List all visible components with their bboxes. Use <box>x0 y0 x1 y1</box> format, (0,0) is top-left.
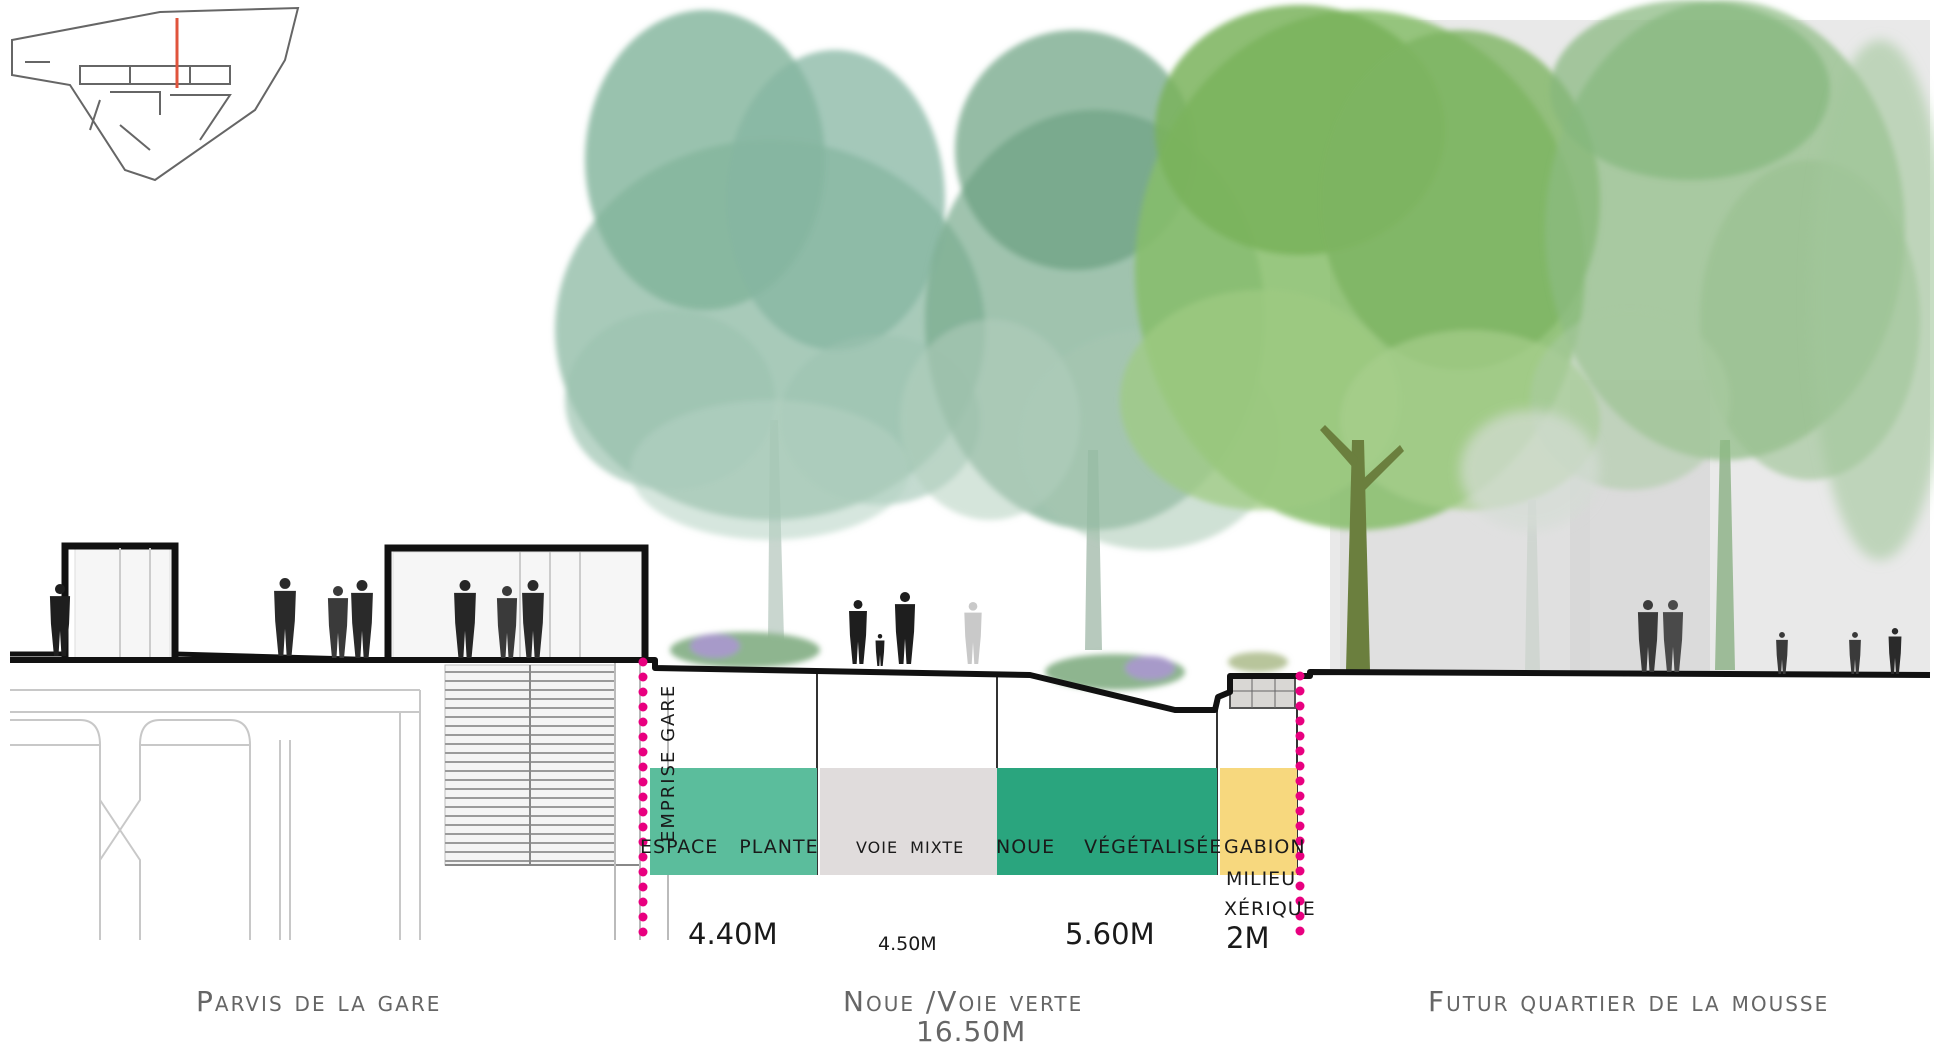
measure-noue-vegetalisee: 5.60M <box>1065 917 1155 951</box>
band-gabion <box>1220 768 1297 875</box>
limit-dot <box>1295 896 1305 906</box>
limit-dot <box>1295 761 1305 771</box>
person-silhouette <box>454 580 476 658</box>
limit-dot <box>638 822 648 832</box>
limit-dots-right <box>1295 671 1305 936</box>
limit-dot <box>638 867 648 877</box>
child-silhouette <box>1776 632 1788 674</box>
person-silhouette <box>849 600 867 664</box>
limit-dot <box>638 897 648 907</box>
limit-dot <box>638 777 648 787</box>
person-silhouette <box>1637 600 1659 672</box>
person-silhouette <box>1662 600 1684 672</box>
measure-espace-plante: 4.40M <box>688 917 778 951</box>
person-silhouette <box>522 580 544 658</box>
pavilion-left <box>61 542 179 660</box>
limit-dot <box>638 687 648 697</box>
band-noue-vegetalisee <box>997 768 1217 875</box>
limit-dot <box>1295 776 1305 786</box>
child-silhouette <box>1849 632 1861 674</box>
limit-dot <box>1295 821 1305 831</box>
limit-dot <box>1295 671 1305 681</box>
limit-dot <box>1295 716 1305 726</box>
limit-dot <box>638 702 648 712</box>
tree-far-right <box>1810 40 1934 560</box>
tree-faded-behind <box>1460 410 1600 670</box>
limit-dot <box>1295 881 1305 891</box>
limit-dot <box>1295 851 1305 861</box>
limit-dot <box>638 732 648 742</box>
limit-dot <box>1295 791 1305 801</box>
limit-dot <box>1295 836 1305 846</box>
limit-dot <box>1295 746 1305 756</box>
limit-dot <box>638 717 648 727</box>
person-silhouette <box>964 602 982 664</box>
measure-gabion: 2M <box>1226 921 1270 955</box>
limit-dot <box>638 657 648 667</box>
limit-dot <box>638 807 648 817</box>
limit-dots-left <box>638 657 648 937</box>
tree-left <box>555 10 985 640</box>
limit-dot <box>1295 806 1305 816</box>
limit-dot <box>638 747 648 757</box>
limit-dot <box>1295 731 1305 741</box>
limit-dot <box>1295 911 1305 921</box>
limit-dot <box>638 792 648 802</box>
label-gabion: GABION <box>1224 836 1306 858</box>
label-voie-mixte: VOIE MIXTE <box>856 838 965 857</box>
child-silhouette <box>1888 628 1902 674</box>
limit-dot <box>638 912 648 922</box>
limit-dot <box>1295 686 1305 696</box>
limit-dot <box>638 927 648 937</box>
people-silhouettes <box>49 578 1902 674</box>
label-milieu: MILIEU <box>1226 868 1297 890</box>
band-voie-mixte <box>820 768 997 875</box>
person-silhouette <box>351 580 373 658</box>
label-xerique: XÉRIQUE <box>1224 898 1316 920</box>
child-silhouette <box>875 634 885 666</box>
underground-structure <box>10 689 421 940</box>
staircase <box>444 620 641 940</box>
limit-dot <box>1295 701 1305 711</box>
tree-main-green <box>1120 5 1600 670</box>
gabion-block <box>1229 674 1296 709</box>
label-emprise-gare: EMPRISE GARE <box>658 683 679 842</box>
zone-parvis-de-la-gare: Parvis de la gare <box>196 985 442 1018</box>
limit-dot <box>638 672 648 682</box>
zone-noue-voie-verte: Noue /Voie verte <box>843 985 1084 1018</box>
limit-dot <box>1295 866 1305 876</box>
planting-shrubs <box>670 632 1288 690</box>
person-silhouette <box>894 592 916 664</box>
person-silhouette <box>496 586 518 658</box>
label-espace-plante: ESPACE PLANTE <box>640 836 819 858</box>
ground-line <box>10 657 1931 713</box>
pavilion-right <box>384 544 649 661</box>
limit-dot <box>638 852 648 862</box>
person-silhouette <box>327 586 349 658</box>
zone-noue-total-width: 16.50M <box>916 1015 1027 1048</box>
measure-voie-mixte: 4.50M <box>878 933 937 955</box>
label-noue-vegetalisee: NOUE VÉGÉTALISÉE <box>996 836 1223 858</box>
limit-dot <box>638 762 648 772</box>
person-silhouette <box>49 584 71 656</box>
limit-dot <box>1295 926 1305 936</box>
person-silhouette <box>274 578 296 656</box>
zone-futur-quartier: Futur quartier de la mousse <box>1428 985 1830 1018</box>
limit-dot <box>638 882 648 892</box>
limit-dot <box>638 837 648 847</box>
band-espace-plante <box>650 768 817 875</box>
locator-plan <box>11 6 300 182</box>
